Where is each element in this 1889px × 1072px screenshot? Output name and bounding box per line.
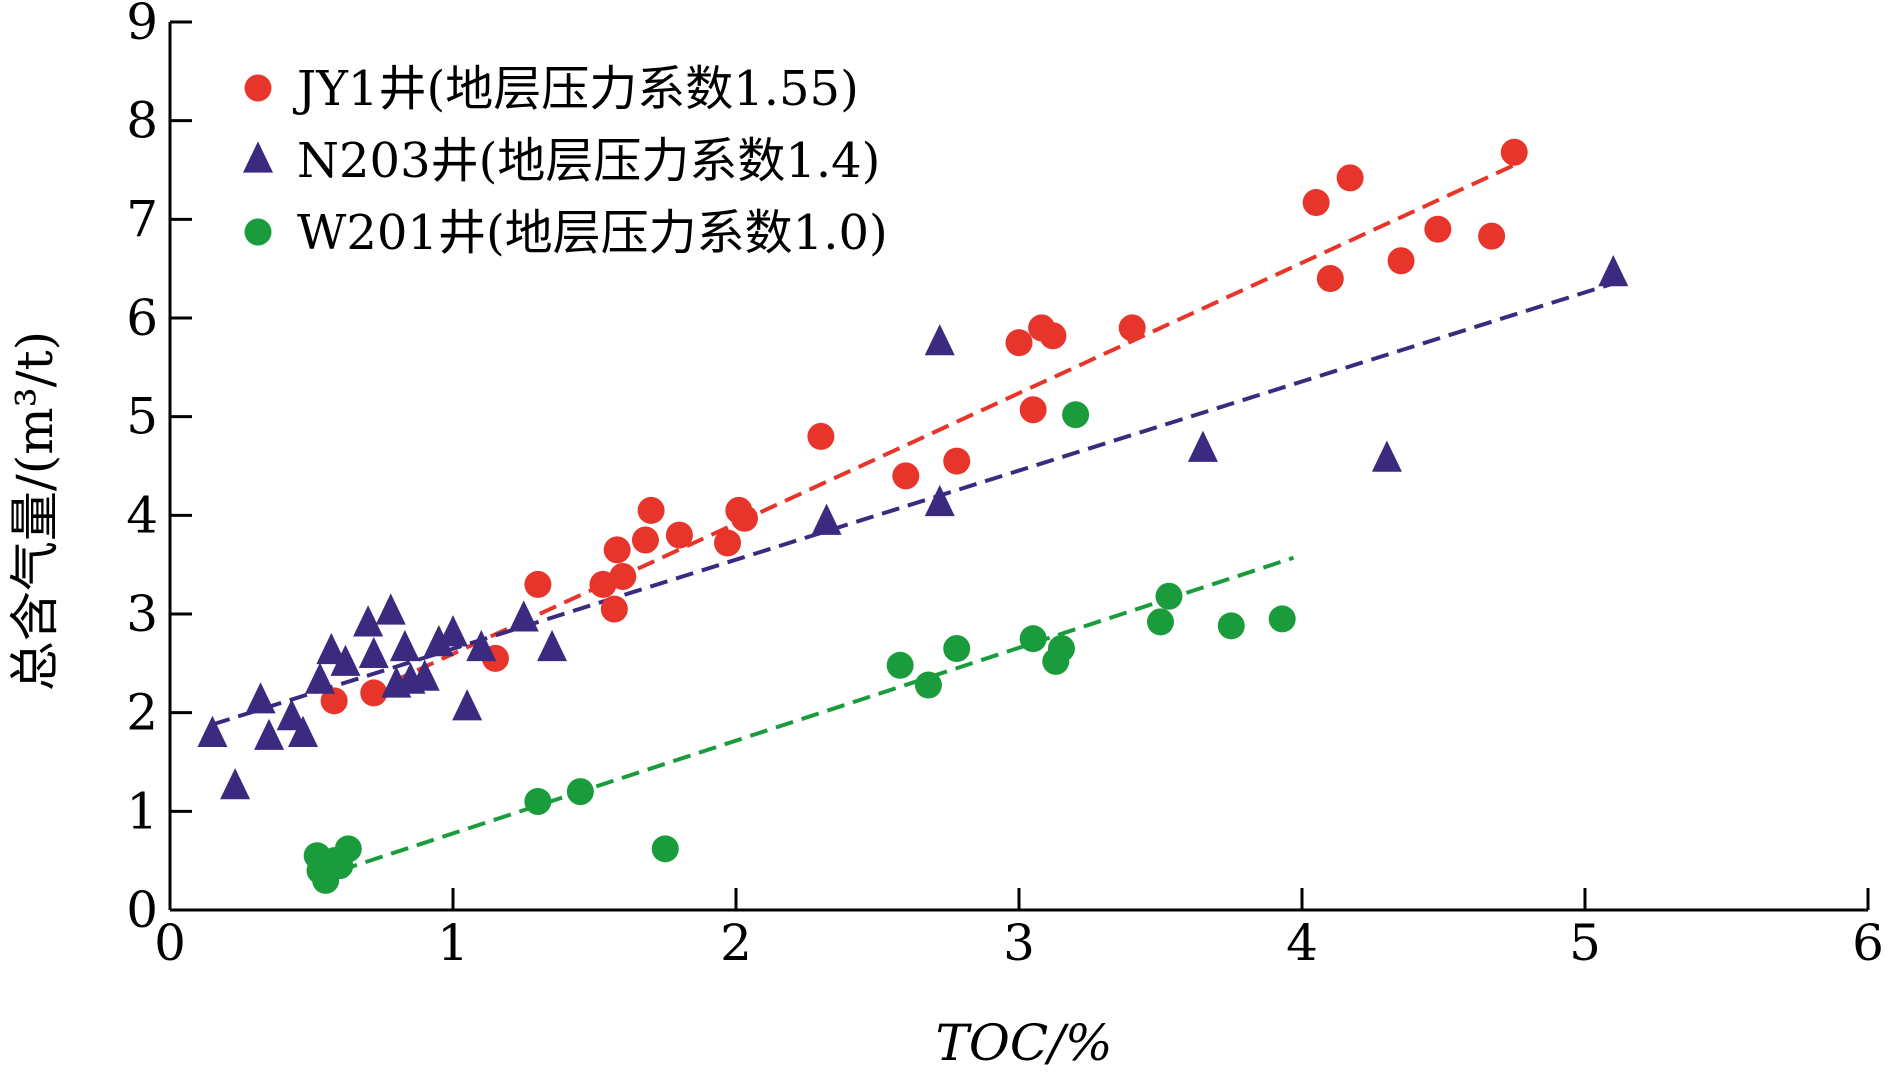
legend-label-series-1: N203井(地层压力系数1.4) [297, 133, 880, 189]
data-point-series-2 [1268, 605, 1296, 633]
trend-line-series-1 [211, 281, 1614, 727]
data-point-series-1 [330, 644, 361, 676]
data-point-series-0 [320, 687, 348, 715]
data-point-series-1 [466, 629, 497, 662]
x-tick-label: 5 [1569, 914, 1601, 972]
data-point-series-2 [1217, 612, 1245, 640]
data-point-series-1 [197, 715, 228, 747]
legend-label-series-2: W201井(地层压力系数1.0) [297, 205, 888, 261]
data-point-series-1 [508, 600, 539, 632]
data-point-series-2 [943, 635, 971, 663]
data-point-series-2 [1147, 608, 1174, 636]
x-tick-label: 1 [437, 914, 469, 972]
data-point-series-2 [886, 651, 914, 679]
legend-label-series-0: JY1井(地层压力系数1.55) [292, 61, 859, 117]
data-point-series-0 [1387, 247, 1415, 275]
data-point-series-2 [651, 835, 679, 863]
x-tick-label: 2 [720, 914, 752, 972]
data-point-series-1 [316, 632, 347, 665]
data-point-series-0 [943, 447, 971, 475]
legend-marker-series-1 [243, 141, 273, 173]
data-point-series-1 [1371, 440, 1402, 472]
data-point-series-1 [811, 503, 842, 535]
data-point-series-1 [353, 605, 384, 637]
data-point-series-1 [358, 636, 389, 669]
data-point-series-0 [730, 504, 758, 532]
data-point-series-1 [375, 593, 406, 625]
data-point-series-1 [438, 615, 468, 647]
trend-line-series-2 [339, 555, 1295, 873]
y-tick-label: 8 [126, 92, 158, 150]
data-point-series-0 [1039, 322, 1067, 350]
data-point-series-0 [524, 570, 552, 598]
trend-line-series-0 [367, 163, 1516, 695]
data-point-series-1 [924, 324, 955, 356]
y-tick-label: 4 [126, 486, 158, 544]
data-point-series-1 [1598, 255, 1629, 287]
data-point-series-0 [1302, 189, 1330, 217]
data-point-series-2 [566, 778, 594, 806]
y-tick-label: 7 [126, 190, 158, 248]
data-point-series-1 [304, 662, 335, 694]
data-points [197, 138, 1629, 894]
data-point-series-2 [334, 835, 362, 863]
data-point-series-2 [1047, 635, 1075, 663]
data-point-series-1 [220, 768, 251, 800]
data-point-series-0 [1005, 329, 1033, 357]
data-point-series-0 [631, 526, 659, 554]
data-point-series-2 [1062, 401, 1090, 429]
data-point-series-0 [603, 536, 631, 564]
x-tick-label: 3 [1003, 914, 1035, 972]
data-point-series-0 [1118, 314, 1146, 342]
x-tick-label: 4 [1286, 914, 1318, 972]
data-point-series-1 [537, 629, 568, 662]
y-tick-label: 2 [126, 684, 158, 742]
data-point-series-2 [1155, 582, 1183, 610]
y-axis-title: 总含气量/(m³/t) [6, 331, 64, 691]
data-point-series-0 [600, 595, 628, 623]
data-point-series-2 [914, 671, 942, 699]
data-point-series-0 [1019, 396, 1047, 424]
tick-labels: 0 1 2 3 4 5 6 7 8 9 0 1 2 3 4 5 6 [126, 0, 1884, 972]
legend-marker-series-0 [244, 74, 272, 102]
data-point-series-0 [892, 462, 920, 490]
data-point-series-1 [924, 484, 955, 517]
legend-marker-series-2 [244, 218, 272, 246]
data-point-series-1 [254, 718, 285, 750]
x-tick-label: 6 [1852, 914, 1884, 972]
y-tick-label: 0 [126, 881, 158, 939]
data-point-series-1 [423, 625, 454, 657]
data-point-series-0 [609, 563, 637, 591]
data-point-series-0 [807, 422, 835, 450]
data-point-series-2 [1019, 625, 1047, 653]
data-point-series-2 [524, 787, 552, 815]
data-point-series-1 [409, 659, 440, 691]
data-point-series-0 [1424, 215, 1452, 243]
y-tick-label: 9 [126, 0, 158, 51]
y-tick-label: 3 [126, 585, 158, 643]
data-point-series-1 [245, 682, 276, 714]
data-point-series-0 [714, 529, 742, 557]
y-tick-label: 5 [126, 388, 158, 446]
y-tick-label: 1 [126, 782, 158, 840]
x-axis-title: TOC/% [936, 1014, 1113, 1072]
axes [168, 20, 1870, 912]
data-point-series-0 [637, 496, 665, 524]
data-point-series-0 [360, 679, 388, 707]
data-point-series-1 [288, 715, 319, 747]
x-tick-label: 0 [154, 914, 186, 972]
data-point-series-0 [1500, 138, 1528, 166]
data-point-series-1 [389, 629, 420, 662]
data-point-series-1 [276, 699, 307, 731]
data-point-series-0 [1336, 164, 1364, 192]
data-point-series-0 [665, 521, 693, 549]
y-tick-label: 6 [126, 289, 158, 347]
data-point-series-0 [1478, 222, 1506, 250]
data-point-series-1 [452, 689, 483, 721]
legend: JY1井(地层压力系数1.55) N203井(地层压力系数1.4) W201井(地层… [243, 61, 888, 261]
data-point-series-0 [1316, 265, 1344, 293]
data-point-series-1 [1187, 430, 1218, 462]
